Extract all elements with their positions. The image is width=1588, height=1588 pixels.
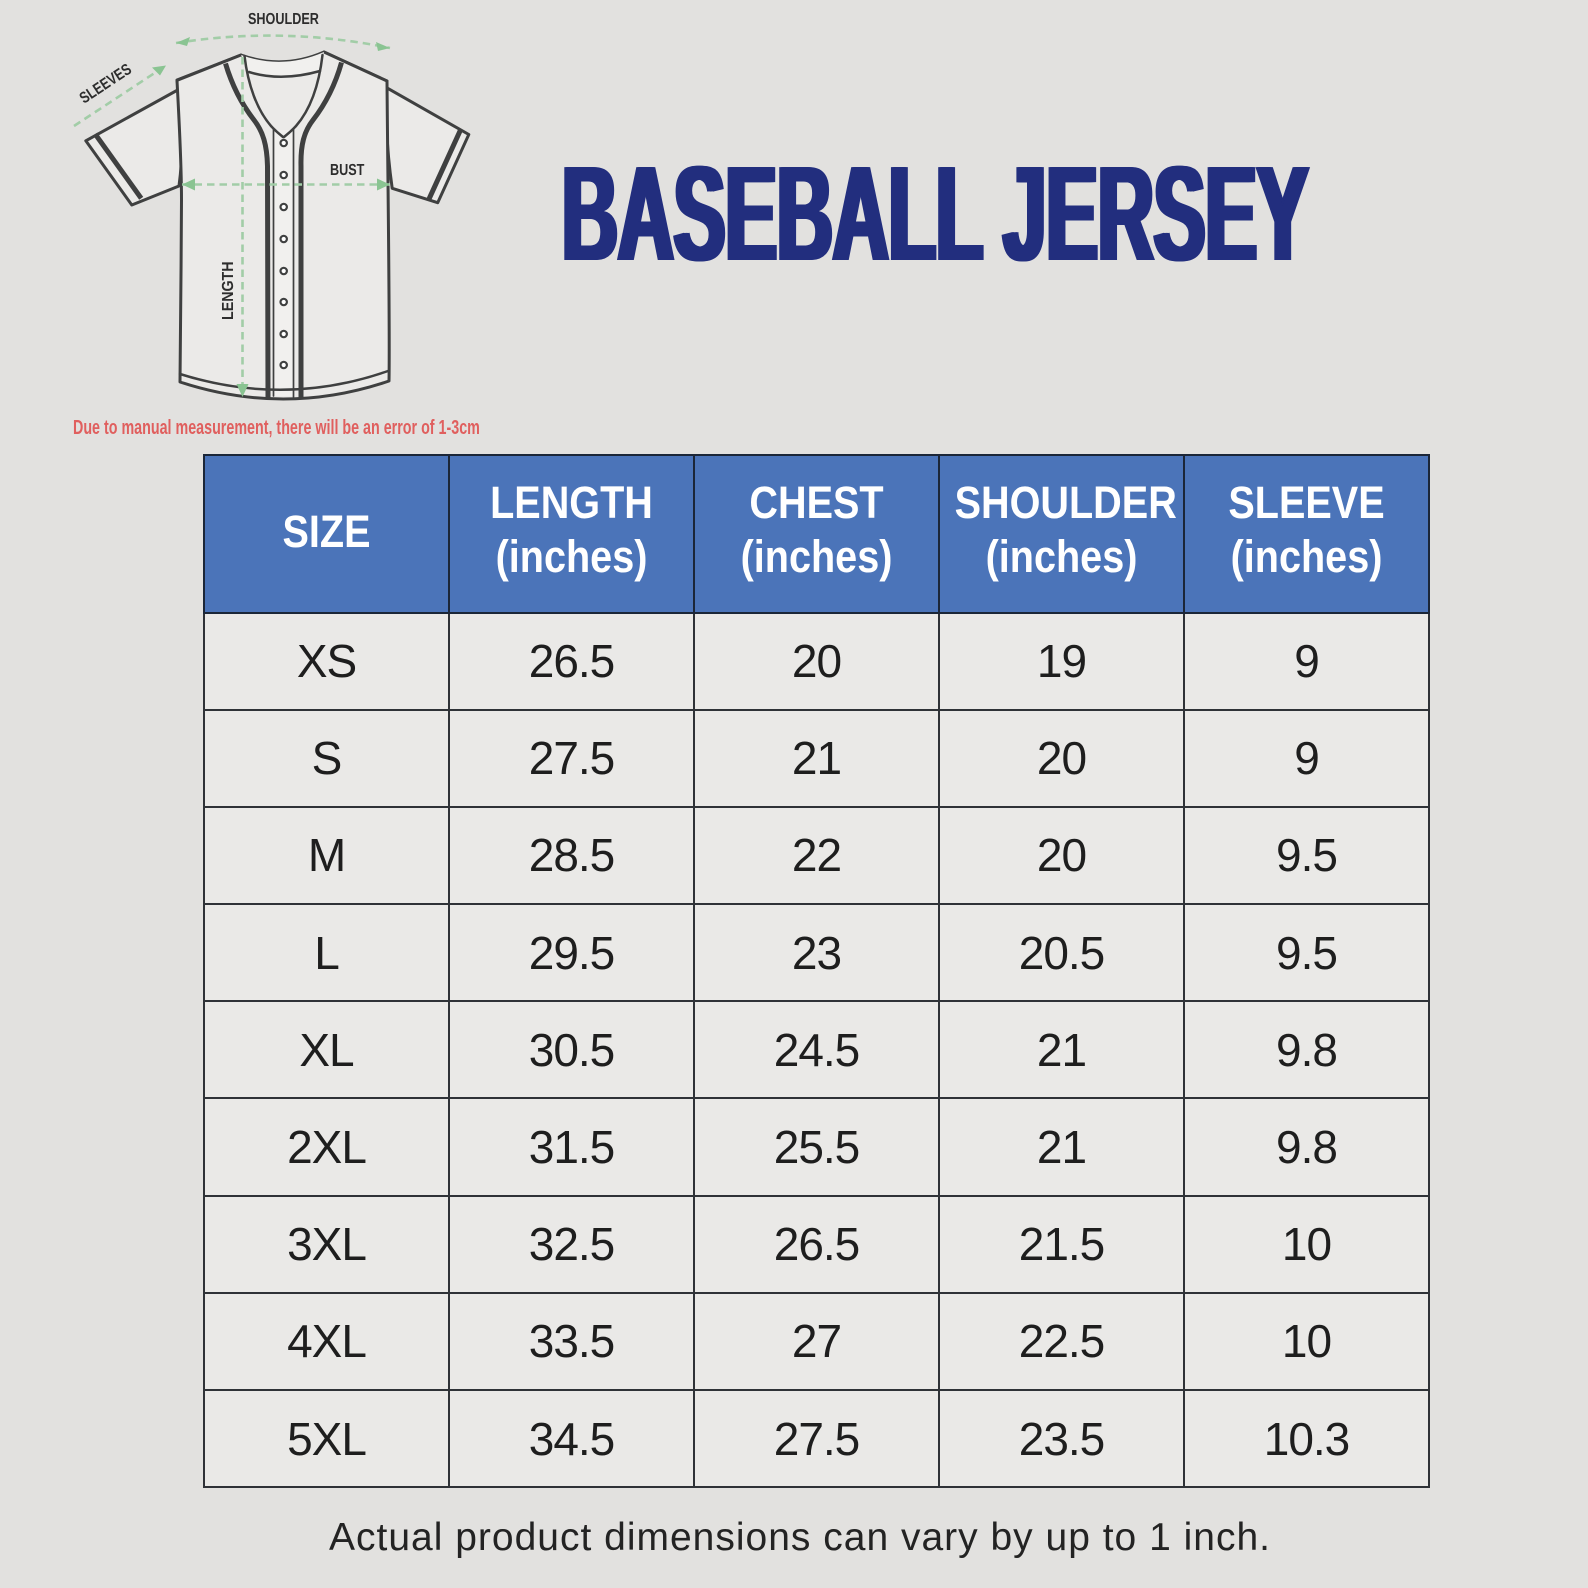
svg-text:SHOULDER: SHOULDER [248, 11, 319, 28]
svg-text:LENGTH: LENGTH [220, 261, 237, 320]
svg-text:SLEEVES: SLEEVES [77, 61, 135, 108]
svg-text:BUST: BUST [330, 162, 365, 179]
